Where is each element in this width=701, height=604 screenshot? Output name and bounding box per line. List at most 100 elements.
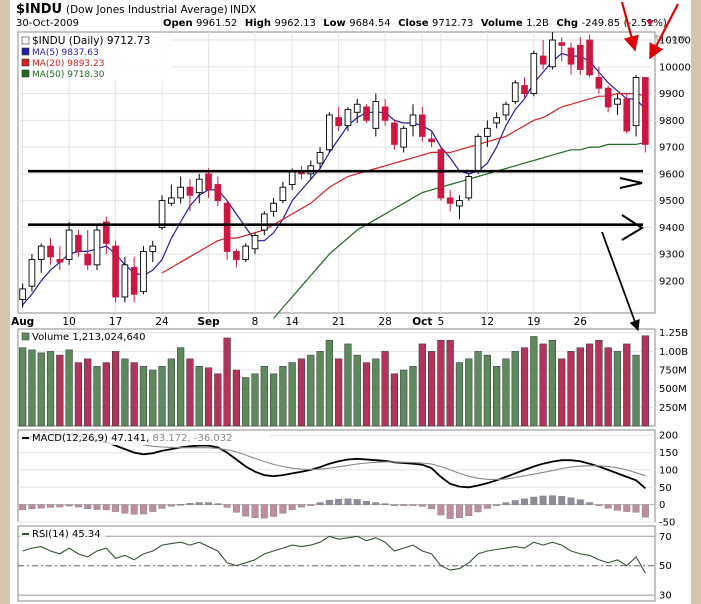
- chart-date: 30-Oct-2009: [16, 18, 79, 29]
- volume-bar: [102, 362, 110, 427]
- volume-bar: [37, 352, 45, 427]
- ma-line-20: [161, 93, 646, 274]
- volume-bar: [65, 349, 73, 427]
- macd-line: [22, 433, 646, 489]
- volume-bar: [214, 373, 222, 427]
- macd-histogram-bar: [102, 504, 110, 511]
- open-label: Open: [163, 18, 193, 29]
- macd-histogram-bar: [335, 498, 343, 505]
- legend-swatch: [21, 47, 30, 56]
- candle-body: [530, 52, 538, 95]
- rsi-panel: 30 50 70 RSI(14) 45.34: [17, 525, 672, 602]
- volume-value: 1.2B: [526, 18, 549, 29]
- index-name: (Dow Jones Industrial Average): [66, 4, 228, 16]
- macd-histogram-bar: [641, 504, 649, 518]
- macd-tick-label: 100: [659, 465, 678, 476]
- candle-body: [484, 127, 491, 137]
- candle-body: [75, 234, 82, 252]
- macd-histogram-bar: [372, 502, 380, 505]
- volume-bar: [372, 358, 380, 427]
- macd-histogram-bar: [567, 497, 575, 505]
- candle-body: [260, 213, 268, 231]
- macd-histogram-bar: [279, 504, 287, 514]
- volume-bar: [186, 358, 194, 427]
- rsi-legend: RSI(14) 45.34: [32, 529, 101, 540]
- macd-legend: MACD(12,26,9) 47.141, 83.172, -36.032: [32, 433, 232, 444]
- annotations: [601, 1, 679, 332]
- frame-right: [691, 0, 701, 604]
- exchange-label: INDX: [230, 4, 256, 16]
- macd-histogram-bar: [186, 503, 194, 505]
- macd-histogram-bar: [112, 504, 120, 512]
- volume-bar: [446, 339, 454, 427]
- macd-histogram-bar: [130, 504, 138, 515]
- volume-bar: [316, 351, 324, 427]
- low-label: Low: [323, 18, 345, 29]
- macd-tick-label: 150: [659, 448, 678, 459]
- legend-label: MA(50) 9718.30: [32, 70, 105, 80]
- macd-histogram-bar: [270, 504, 278, 517]
- open-value: 9961.52: [196, 18, 237, 29]
- price-tick-label: 10000: [659, 62, 691, 73]
- volume-bar: [613, 351, 622, 427]
- volume-tick-label: 1.00B: [659, 347, 688, 358]
- date-tick-label: 17: [109, 316, 122, 328]
- macd-histogram-bar: [558, 496, 566, 505]
- candle-body: [149, 245, 157, 252]
- legend-label: $INDU (Daily) 9712.73: [32, 35, 150, 47]
- volume-bar: [84, 358, 92, 427]
- macd-histogram-bar: [418, 504, 426, 507]
- macd-tick-label: 200: [659, 431, 678, 442]
- candle-body: [363, 106, 370, 121]
- candle-body: [604, 87, 612, 108]
- volume-bar: [195, 366, 203, 427]
- candle-body: [316, 151, 324, 164]
- macd-histogram-bar: [177, 504, 185, 506]
- frame-left: [0, 0, 10, 604]
- date-tick-label: 14: [285, 316, 299, 328]
- volume-bar: [641, 335, 649, 427]
- volume-bar: [46, 351, 55, 427]
- macd-histogram-bar: [74, 504, 82, 508]
- candle-body: [558, 42, 566, 46]
- macd-histogram-bar: [437, 504, 445, 516]
- macd-histogram-bar: [381, 503, 389, 505]
- candle-body: [353, 103, 361, 113]
- macd-histogram-bar: [251, 504, 259, 519]
- macd-histogram-bar: [502, 502, 510, 505]
- macd-histogram-bar: [595, 504, 603, 506]
- volume-tick-label: 500M: [659, 384, 687, 395]
- macd-histogram-bar: [195, 502, 203, 505]
- macd-histogram-bar: [37, 504, 45, 509]
- macd-histogram-bar: [548, 495, 556, 505]
- volume-bar: [93, 366, 101, 427]
- rsi-tick-label: 50: [659, 561, 672, 572]
- down-triangle-icon: [646, 20, 654, 26]
- candle-body: [428, 138, 435, 143]
- volume-bar: [177, 347, 185, 427]
- macd-histogram-bar: [121, 504, 129, 514]
- rsi-panel-frame: [17, 525, 656, 602]
- macd-histogram-bar: [623, 504, 631, 512]
- candle-body: [130, 267, 138, 295]
- candle-body: [168, 197, 175, 204]
- volume-bar: [297, 358, 306, 427]
- macd-histogram-bar: [65, 504, 73, 507]
- rsi-line: [22, 535, 646, 574]
- candle-body: [56, 259, 64, 263]
- macd-histogram-bar: [632, 504, 640, 513]
- volume-bar: [585, 343, 594, 427]
- candle-body: [140, 250, 147, 293]
- close-value: 9712.73: [432, 18, 473, 29]
- candle-body: [372, 101, 380, 129]
- macd-histogram-bar: [288, 504, 296, 511]
- candle-body: [279, 186, 287, 202]
- volume-bar: [520, 347, 529, 427]
- candle-body: [84, 253, 92, 266]
- volume-bar: [130, 362, 138, 427]
- macd-histogram-bar: [353, 499, 361, 505]
- candle-body: [576, 44, 584, 70]
- macd-histogram-bar: [205, 502, 212, 505]
- candle-body: [93, 229, 101, 266]
- chg-value: -249.85: [581, 18, 620, 29]
